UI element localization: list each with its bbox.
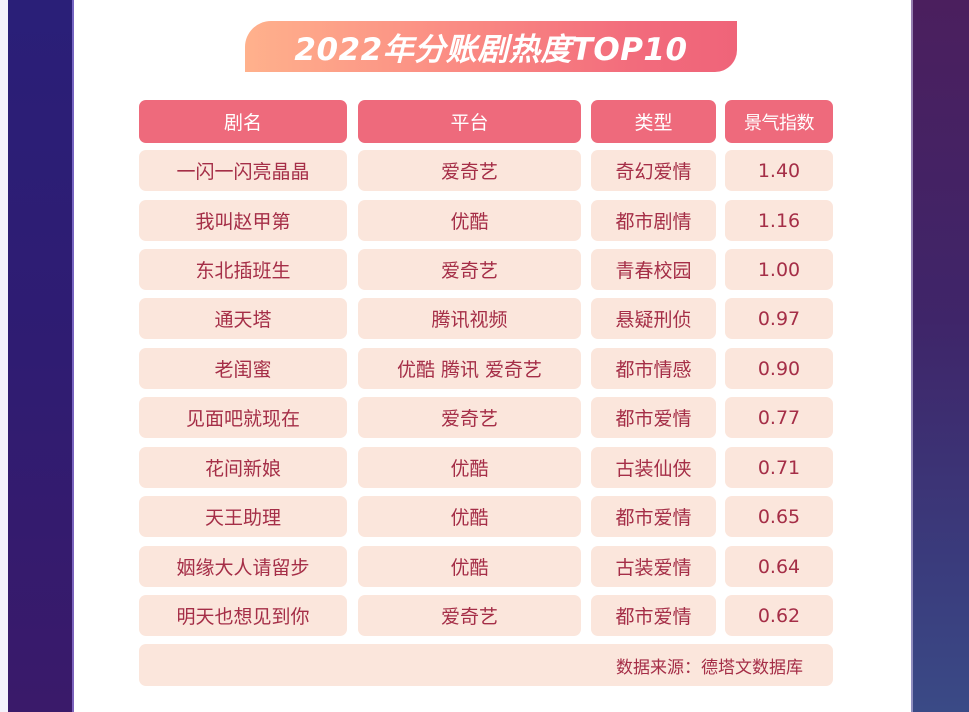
cell-drama-name: 一闪一闪亮晶晶	[139, 150, 347, 191]
cell-platform: 爱奇艺	[358, 150, 581, 191]
page-title: 2022年分账剧热度TOP10	[294, 32, 688, 68]
cell-genre: 都市爱情	[591, 496, 716, 537]
cell-genre: 悬疑刑侦	[591, 298, 716, 339]
cell-genre: 奇幻爱情	[591, 150, 716, 191]
cell-drama-name: 东北插班生	[139, 249, 347, 290]
cell-platform: 优酷 腾讯 爱奇艺	[358, 348, 581, 389]
cell-drama-name: 老闺蜜	[139, 348, 347, 389]
cell-index: 0.62	[725, 595, 833, 636]
cell-platform: 优酷	[358, 496, 581, 537]
title-banner: 2022年分账剧热度TOP10	[245, 21, 737, 72]
cell-platform: 爱奇艺	[358, 397, 581, 438]
column-header-index: 景气指数	[725, 100, 833, 143]
cell-drama-name: 见面吧就现在	[139, 397, 347, 438]
cell-genre: 古装爱情	[591, 546, 716, 587]
left-decorative-band	[8, 0, 74, 712]
cell-genre: 都市剧情	[591, 200, 716, 241]
cell-genre: 都市爱情	[591, 595, 716, 636]
cell-platform: 优酷	[358, 546, 581, 587]
cell-index: 0.65	[725, 496, 833, 537]
cell-genre: 青春校园	[591, 249, 716, 290]
column-header-name: 剧名	[139, 100, 347, 143]
cell-platform: 优酷	[358, 200, 581, 241]
cell-platform: 爱奇艺	[358, 595, 581, 636]
left-edge-strip	[0, 0, 8, 712]
cell-index: 0.64	[725, 546, 833, 587]
cell-drama-name: 通天塔	[139, 298, 347, 339]
cell-index: 0.97	[725, 298, 833, 339]
cell-drama-name: 我叫赵甲第	[139, 200, 347, 241]
cell-drama-name: 明天也想见到你	[139, 595, 347, 636]
column-header-platform: 平台	[358, 100, 581, 143]
cell-drama-name: 天王助理	[139, 496, 347, 537]
cell-index: 1.16	[725, 200, 833, 241]
cell-platform: 优酷	[358, 447, 581, 488]
cell-index: 0.71	[725, 447, 833, 488]
cell-genre: 都市爱情	[591, 397, 716, 438]
cell-genre: 都市情感	[591, 348, 716, 389]
cell-index: 1.40	[725, 150, 833, 191]
cell-platform: 爱奇艺	[358, 249, 581, 290]
cell-drama-name: 姻缘大人请留步	[139, 546, 347, 587]
cell-platform: 腾讯视频	[358, 298, 581, 339]
cell-drama-name: 花间新娘	[139, 447, 347, 488]
right-decorative-band	[911, 0, 969, 712]
data-source-footer: 数据来源：德塔文数据库	[139, 644, 833, 686]
cell-index: 0.90	[725, 348, 833, 389]
data-source-text: 数据来源：德塔文数据库	[616, 657, 803, 678]
cell-index: 0.77	[725, 397, 833, 438]
cell-index: 1.00	[725, 249, 833, 290]
column-header-genre: 类型	[591, 100, 716, 143]
cell-genre: 古装仙侠	[591, 447, 716, 488]
